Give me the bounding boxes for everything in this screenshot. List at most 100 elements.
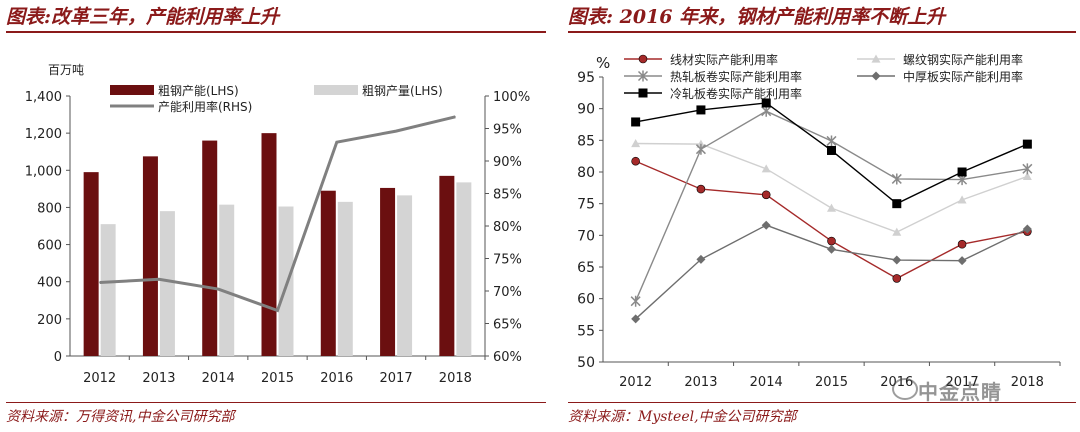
capacity-bar xyxy=(83,172,99,356)
right-y-tick-label: 70 xyxy=(577,228,595,244)
watermark-text: 中金点睛 xyxy=(918,380,1002,404)
right-title-rule xyxy=(568,31,1076,33)
left-y2-tick-label: 85% xyxy=(493,188,522,203)
legend-label-output: 粗钢产量(LHS) xyxy=(362,84,443,98)
capacity-bar xyxy=(202,140,218,356)
left-title-rule xyxy=(6,31,546,33)
series-point-star xyxy=(826,135,837,147)
capacity-bar xyxy=(380,187,396,356)
series-point-diamond xyxy=(957,256,967,266)
left-x-tick-label: 2014 xyxy=(202,371,235,386)
series-point-triangle xyxy=(696,139,706,148)
left-y2-tick-label: 90% xyxy=(493,155,522,170)
series-point-star xyxy=(695,143,706,155)
right-x-tick-label: 2014 xyxy=(750,375,783,390)
series-point-star xyxy=(1022,163,1033,175)
series-point-circle xyxy=(957,239,967,249)
series-point-triangle xyxy=(892,227,902,236)
series-point-triangle xyxy=(957,195,967,204)
output-bar xyxy=(219,204,235,356)
legend-marker-square xyxy=(638,88,648,98)
left-x-tick-label: 2018 xyxy=(439,371,472,386)
legend-label-star: 热轧板卷实际产能利用率 xyxy=(670,69,802,84)
left-y-tick-label: 1,000 xyxy=(25,164,62,179)
output-bar xyxy=(159,211,175,356)
series-point-triangle xyxy=(631,139,641,148)
legend-label-circle: 线材实际产能利用率 xyxy=(670,52,778,67)
capacity-bar xyxy=(261,133,277,356)
left-y-tick-label: 400 xyxy=(37,276,62,291)
utilization-point xyxy=(395,130,397,132)
right-source-note: 资料来源：Mysteel,中金公司研究部 xyxy=(568,409,797,425)
right-y-tick-label: 65 xyxy=(577,260,595,276)
series-point-diamond xyxy=(827,244,836,254)
series-point-circle xyxy=(696,184,706,194)
right-x-tick-label: 2017 xyxy=(946,375,979,390)
left-y2-tick-label: 65% xyxy=(493,318,522,333)
series-point-circle xyxy=(761,190,771,200)
legend-marker-diamond xyxy=(871,71,881,81)
right-x-tick-label: 2012 xyxy=(619,375,652,390)
legend-swatch-output xyxy=(314,85,358,95)
output-bar xyxy=(397,195,413,356)
left-y2-tick-label: 60% xyxy=(493,350,522,365)
left-y2-tick-label: 75% xyxy=(493,253,522,268)
right-y-tick-label: 85 xyxy=(577,133,595,149)
legend-marker-circle xyxy=(638,54,648,64)
right-y-tick-label: 75 xyxy=(577,197,595,213)
legend-label-square: 冷轧板卷实际产能利用率 xyxy=(670,86,802,101)
series-point-diamond xyxy=(696,254,706,264)
right-x-tick-label: 2013 xyxy=(684,375,717,390)
right-y-tick-label: 60 xyxy=(577,292,595,308)
left-source-note: 资料来源：万得资讯,中金公司研究部 xyxy=(6,409,235,425)
left-y-tick-label: 0 xyxy=(54,350,62,365)
series-point-triangle xyxy=(827,203,836,212)
series-point-circle xyxy=(827,236,836,246)
utilization-point xyxy=(277,310,278,311)
legend-label-diamond: 中厚板实际产能利用率 xyxy=(903,69,1023,84)
left-y-tick-label: 800 xyxy=(37,201,62,216)
legend-label-utilization: 产能利用率(RHS) xyxy=(158,99,252,114)
series-point-square xyxy=(957,167,967,177)
legend-label-capacity: 粗钢产能(LHS) xyxy=(158,84,239,98)
series-point-square xyxy=(892,199,902,209)
left-x-tick-label: 2017 xyxy=(380,371,413,386)
capacity-bar xyxy=(320,190,336,356)
series-point-diamond xyxy=(761,220,771,230)
right-chart-title: 图表: 2016 年来，钢材产能利用率不断上升 xyxy=(568,6,946,28)
series-line-triangle xyxy=(635,142,1028,233)
series-point-star xyxy=(761,105,772,117)
series-point-diamond xyxy=(892,255,902,265)
legend-swatch-capacity xyxy=(110,85,154,95)
right-y-tick-label: 80 xyxy=(577,165,595,181)
left-x-tick-label: 2016 xyxy=(320,371,353,386)
right-x-tick-label: 2015 xyxy=(815,375,848,390)
right-y-tick-label: 50 xyxy=(577,355,595,371)
legend-marker-star xyxy=(637,70,649,82)
right-y-tick-label: 55 xyxy=(577,323,595,339)
left-y-tick-label: 1,200 xyxy=(25,127,62,142)
series-point-star xyxy=(891,173,902,185)
left-y-tick-label: 600 xyxy=(37,239,62,254)
right-y-tick-label: 90 xyxy=(577,102,595,118)
left-y2-tick-label: 80% xyxy=(493,220,522,235)
output-bar xyxy=(456,182,472,356)
series-point-square xyxy=(696,105,706,115)
capacity-bar xyxy=(142,156,158,356)
series-point-square xyxy=(761,98,771,108)
output-bar xyxy=(278,206,294,356)
series-point-star xyxy=(630,295,641,307)
right-x-tick-label: 2018 xyxy=(1011,375,1044,390)
left-source-rule xyxy=(6,402,546,403)
right-source-rule xyxy=(568,402,1076,403)
wechat-icon xyxy=(892,378,918,400)
series-point-triangle xyxy=(1022,171,1032,181)
series-point-circle xyxy=(892,274,902,283)
utilization-point xyxy=(336,141,338,143)
capacity-bar xyxy=(439,175,455,356)
left-y2-tick-label: 100% xyxy=(493,90,530,105)
legend-marker-triangle xyxy=(871,54,881,63)
series-point-diamond xyxy=(631,314,641,324)
left-y-tick-label: 1,400 xyxy=(25,90,62,105)
